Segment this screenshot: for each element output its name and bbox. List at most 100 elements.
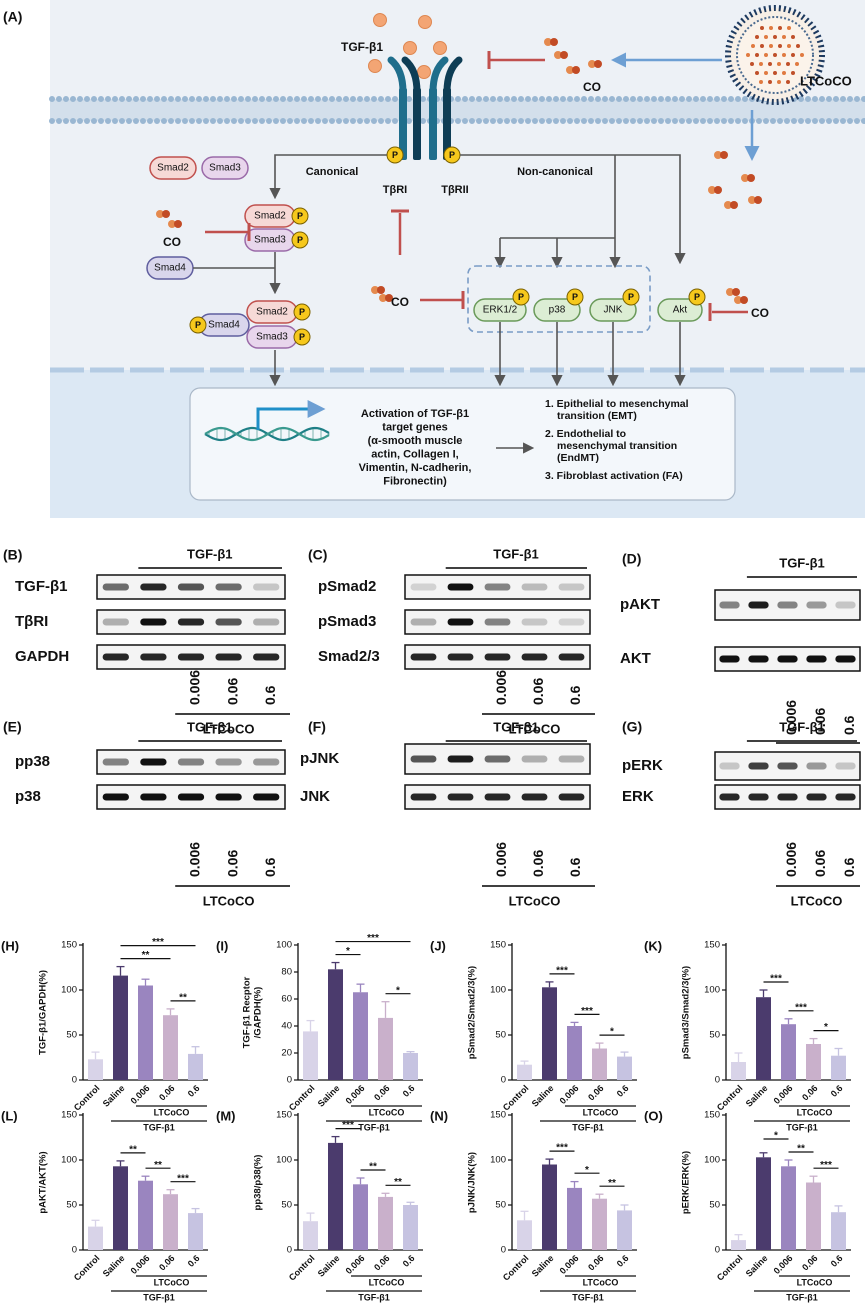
- blot-band: [777, 793, 798, 801]
- blot-band: [215, 618, 242, 626]
- label: TGF-β1: [493, 546, 539, 561]
- label: TGF-β1: [187, 546, 233, 561]
- bar: [328, 969, 343, 1080]
- label: (α-smooth muscle: [368, 435, 463, 447]
- label: GAPDH: [15, 648, 69, 665]
- phospho: [512, 288, 530, 306]
- label: P: [299, 307, 305, 317]
- label: Fibronectin): [383, 475, 447, 487]
- co-dot: [782, 71, 786, 75]
- y-tick-label: 0: [72, 1075, 77, 1086]
- bar: [542, 1164, 557, 1250]
- blot-band: [102, 618, 129, 626]
- blot-band: [253, 583, 280, 591]
- blot-band: [140, 758, 167, 766]
- receptor: [429, 88, 437, 160]
- co-molecule: [730, 201, 738, 209]
- co-dot: [777, 62, 781, 66]
- bar: [163, 1194, 178, 1250]
- co-molecule: [724, 201, 732, 209]
- bar: [163, 1015, 178, 1080]
- x-tick-label: Saline: [744, 1253, 770, 1279]
- x-tick-label: Control: [715, 1253, 745, 1283]
- x-tick-label: 0.06: [586, 1083, 605, 1102]
- blot-band: [835, 762, 856, 770]
- group-label: LTCoCO: [797, 1277, 833, 1287]
- y-tick-label: 0: [715, 1245, 720, 1256]
- y-tick-label: 0: [287, 1245, 292, 1256]
- significance-label: *: [824, 1022, 828, 1033]
- co-dot: [769, 26, 773, 30]
- label: LTCoCO: [791, 893, 843, 908]
- kinase: [473, 298, 527, 322]
- x-tick-label: 0.006: [129, 1253, 152, 1276]
- y-tick-label: 150: [704, 1110, 720, 1121]
- label: target genes: [382, 421, 447, 433]
- x-tick-label: 0.06: [800, 1253, 819, 1272]
- y-tick-label: 150: [704, 940, 720, 951]
- co-molecule: [544, 38, 552, 46]
- co-dot: [773, 71, 777, 75]
- x-tick-label: Saline: [316, 1083, 342, 1109]
- receptor-arm: [401, 56, 421, 96]
- label: ERK1/2: [483, 305, 518, 316]
- blot-band: [719, 601, 740, 609]
- y-tick-label: 0: [287, 1075, 292, 1086]
- significance-label: ***: [367, 933, 379, 944]
- y-axis-label: /GAPDH(%): [253, 987, 264, 1039]
- co-molecule: [379, 294, 387, 302]
- co-dot: [778, 44, 782, 48]
- co-molecule: [588, 60, 596, 68]
- blot-band: [177, 653, 205, 661]
- label: 0.06: [530, 850, 546, 877]
- ligand: [417, 65, 431, 79]
- x-tick-label: 0.006: [344, 1083, 367, 1106]
- blot-band: [558, 653, 585, 661]
- label: P: [449, 150, 455, 160]
- label: LTCoCO: [203, 893, 255, 908]
- significance-label: *: [396, 985, 400, 996]
- y-tick-label: 150: [276, 1110, 292, 1121]
- label: 0.06: [224, 678, 240, 705]
- y-tick-label: 150: [61, 1110, 77, 1121]
- blot-band: [102, 793, 129, 801]
- label: 0.6: [262, 857, 278, 877]
- y-tick-label: 150: [490, 1110, 506, 1121]
- label: 2. Endothelial to: [545, 428, 626, 440]
- label: Smad2: [254, 211, 286, 222]
- co-dot: [782, 53, 786, 57]
- y-tick-label: 60: [281, 994, 292, 1005]
- y-tick-label: 50: [495, 1200, 506, 1211]
- label: Non-canonical: [517, 166, 593, 178]
- blot-band: [177, 793, 205, 801]
- y-axis-label: pAKT/AKT(%): [38, 1151, 49, 1213]
- panel-label: (A): [3, 9, 22, 25]
- co-molecule: [168, 220, 176, 228]
- label: 0.6: [262, 685, 278, 705]
- label: TGF-β1: [493, 719, 539, 734]
- label: Smad2: [157, 163, 189, 174]
- kinase: [533, 298, 581, 322]
- phospho: [688, 288, 706, 306]
- x-tick-label: Control: [501, 1083, 531, 1113]
- connector: [460, 154, 686, 265]
- panel-label: (E): [3, 719, 22, 735]
- dna: [204, 426, 330, 442]
- label: Smad4: [154, 263, 186, 274]
- label: Smad4: [208, 320, 240, 331]
- ligand: [403, 41, 417, 55]
- bar: [113, 1166, 128, 1250]
- blot-band: [410, 793, 437, 801]
- x-tick-label: 0.6: [615, 1083, 631, 1099]
- y-tick-label: 100: [61, 1155, 77, 1166]
- y-tick-label: 50: [495, 1030, 506, 1041]
- label: P: [572, 292, 578, 302]
- co-dot: [778, 26, 782, 30]
- significance-label: *: [774, 1131, 778, 1142]
- co-dot: [791, 53, 795, 57]
- blot-band: [521, 793, 548, 801]
- phospho: [566, 288, 584, 306]
- x-tick-label: 0.006: [772, 1083, 795, 1106]
- blot-band: [558, 793, 585, 801]
